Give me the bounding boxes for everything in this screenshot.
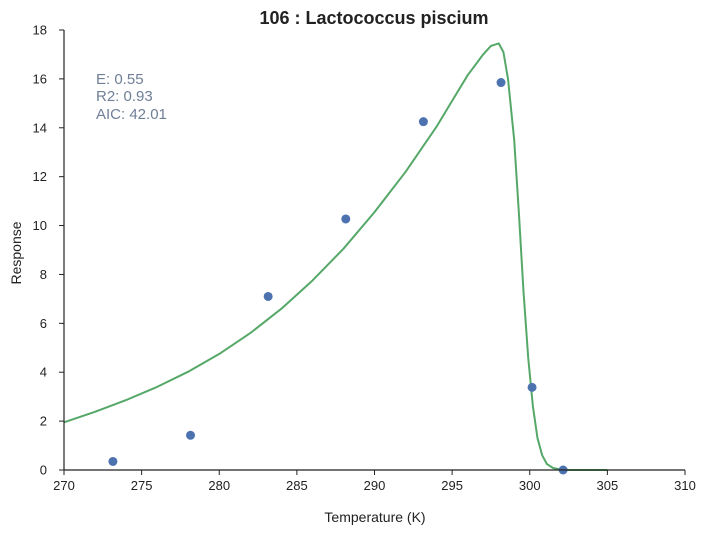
y-tick-label: 14: [33, 120, 47, 135]
fit-curve-layer: [63, 42, 608, 471]
data-point: [108, 456, 118, 466]
x-ticks: 270 275 280 285 290 295 300 305 310: [53, 470, 696, 493]
x-tick-label: 300: [519, 478, 541, 493]
annotation-aic: AIC: 42.01: [96, 106, 167, 123]
x-tick-label: 285: [286, 478, 308, 493]
y-tick-label: 8: [40, 267, 47, 282]
points-layer: [108, 78, 568, 475]
data-point: [263, 291, 273, 301]
y-tick-label: 10: [33, 218, 47, 233]
x-tick-label: 270: [53, 478, 75, 493]
chart-title: 106 : Lactococcus piscium: [259, 8, 488, 28]
y-tick-label: 12: [33, 169, 47, 184]
y-axis-label: Response: [8, 221, 24, 284]
y-tick-label: 6: [40, 316, 47, 331]
y-ticks: 0 2 4 6 8 10 12 14 16 18: [33, 23, 64, 478]
x-tick-label: 305: [597, 478, 619, 493]
x-tick-label: 290: [364, 478, 386, 493]
y-tick-label: 2: [40, 414, 47, 429]
fit-curve-line: [63, 42, 608, 471]
x-tick-label: 310: [674, 478, 696, 493]
data-point: [527, 382, 537, 392]
y-tick-label: 4: [40, 365, 47, 380]
annotation-e: E: 0.55: [96, 71, 144, 88]
x-tick-label: 280: [208, 478, 230, 493]
annotation-r2: R2: 0.93: [96, 88, 153, 105]
x-axis-label: Temperature (K): [324, 509, 425, 525]
y-tick-label: 18: [33, 23, 47, 38]
data-point: [341, 214, 351, 224]
y-tick-label: 0: [40, 463, 47, 478]
data-point: [418, 117, 428, 127]
y-tick-label: 16: [33, 71, 47, 86]
x-tick-label: 275: [131, 478, 153, 493]
annotation-block: E: 0.55 R2: 0.93 AIC: 42.01: [96, 71, 167, 123]
x-tick-label: 295: [441, 478, 463, 493]
data-point: [186, 430, 196, 440]
data-point: [496, 78, 506, 88]
